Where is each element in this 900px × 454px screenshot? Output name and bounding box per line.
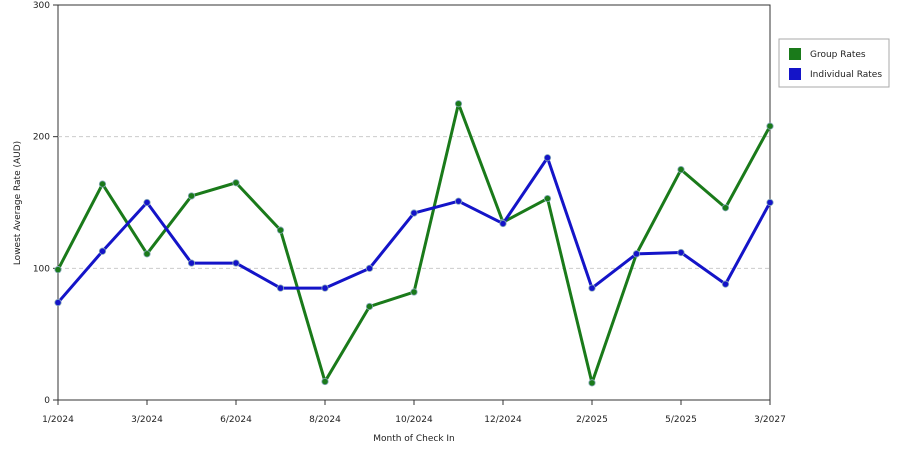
x-tick-label: 6/2024 <box>220 415 252 425</box>
data-point <box>276 284 285 292</box>
legend-label: Individual Rates <box>810 70 882 80</box>
x-tick-label: 10/2024 <box>395 415 433 425</box>
data-point <box>543 194 552 203</box>
data-point <box>454 100 463 108</box>
x-tick-label: 5/2025 <box>665 415 697 425</box>
data-point <box>98 247 107 255</box>
data-point <box>410 288 418 296</box>
x-tick-label: 3/2027 <box>754 415 786 425</box>
data-point <box>321 284 329 292</box>
data-point <box>365 302 374 311</box>
legend-swatch <box>789 68 801 80</box>
data-point <box>588 379 596 387</box>
data-point <box>232 259 240 267</box>
series-line <box>56 102 772 385</box>
data-point <box>766 122 774 130</box>
data-point <box>543 154 552 162</box>
legend-label: Group Rates <box>810 50 866 60</box>
data-point <box>721 280 730 288</box>
data-point <box>143 250 151 258</box>
x-tick-label: 12/2024 <box>484 415 522 425</box>
x-tick-label: 8/2024 <box>309 415 341 425</box>
data-point <box>721 204 730 212</box>
data-point <box>499 219 507 228</box>
x-tick-label: 1/2024 <box>42 415 74 425</box>
data-point <box>232 179 240 187</box>
data-point <box>187 259 196 267</box>
data-point <box>321 377 329 386</box>
data-point <box>143 198 151 207</box>
data-point <box>54 298 62 307</box>
data-point <box>677 165 685 174</box>
y-axis-label: Lowest Average Rate (AUD) <box>13 141 23 265</box>
data-point <box>677 248 685 257</box>
y-tick-label: 300 <box>33 1 50 11</box>
data-point <box>454 197 463 205</box>
data-point <box>276 226 285 234</box>
data-point <box>187 192 196 200</box>
x-tick-label: 2/2025 <box>576 415 608 425</box>
x-tick-label: 3/2024 <box>131 415 163 425</box>
data-point <box>410 209 418 217</box>
data-point <box>54 266 62 274</box>
data-point <box>365 264 374 272</box>
legend-swatch <box>789 48 801 60</box>
data-point <box>766 198 774 207</box>
data-point <box>632 250 641 258</box>
y-tick-label: 100 <box>33 264 50 274</box>
data-point <box>588 284 596 292</box>
x-axis-label: Month of Check In <box>373 434 455 444</box>
y-tick-label: 200 <box>33 133 50 143</box>
y-tick-label: 0 <box>44 396 50 406</box>
data-point <box>98 180 107 188</box>
